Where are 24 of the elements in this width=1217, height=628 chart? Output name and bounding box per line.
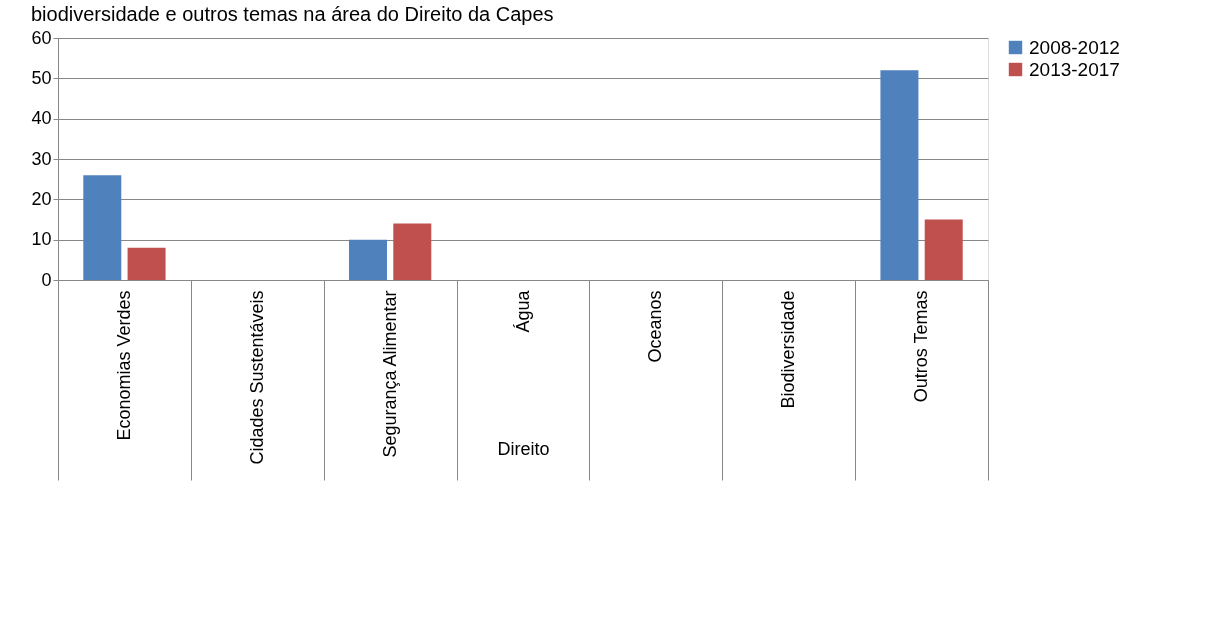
bar [127, 247, 166, 280]
y-tick-label: 20 [31, 188, 52, 209]
legend-label: 2008-2012 [1029, 36, 1120, 58]
x-tick-label: Água [512, 289, 533, 333]
x-tick-label: Segurança Alimentar [379, 290, 400, 458]
y-tick-label: 50 [31, 67, 52, 88]
bar [83, 175, 122, 280]
bar [924, 219, 963, 280]
chart-title: biodiversidade e outros temas na área do Direito da Capes [30, 3, 554, 25]
x-axis-title: Direito [497, 438, 550, 459]
x-tick-label: Economias Verdes [113, 290, 134, 441]
y-tick-label: 30 [31, 148, 52, 169]
x-tick-label: Biodiversidade [778, 290, 799, 409]
x-tick-label: Cidades Sustentáveis [246, 290, 267, 465]
y-tick-label: 0 [41, 269, 52, 290]
x-tick-label: Oceanos [645, 290, 666, 363]
bar [393, 223, 432, 280]
y-tick-label: 10 [31, 229, 52, 250]
bar [349, 239, 387, 280]
bar [880, 70, 919, 280]
x-tick-label: Outros Temas [911, 290, 932, 403]
legend-label: 2013-2017 [1029, 58, 1120, 80]
y-tick-label: 40 [31, 108, 52, 129]
y-tick-label: 60 [31, 27, 52, 48]
